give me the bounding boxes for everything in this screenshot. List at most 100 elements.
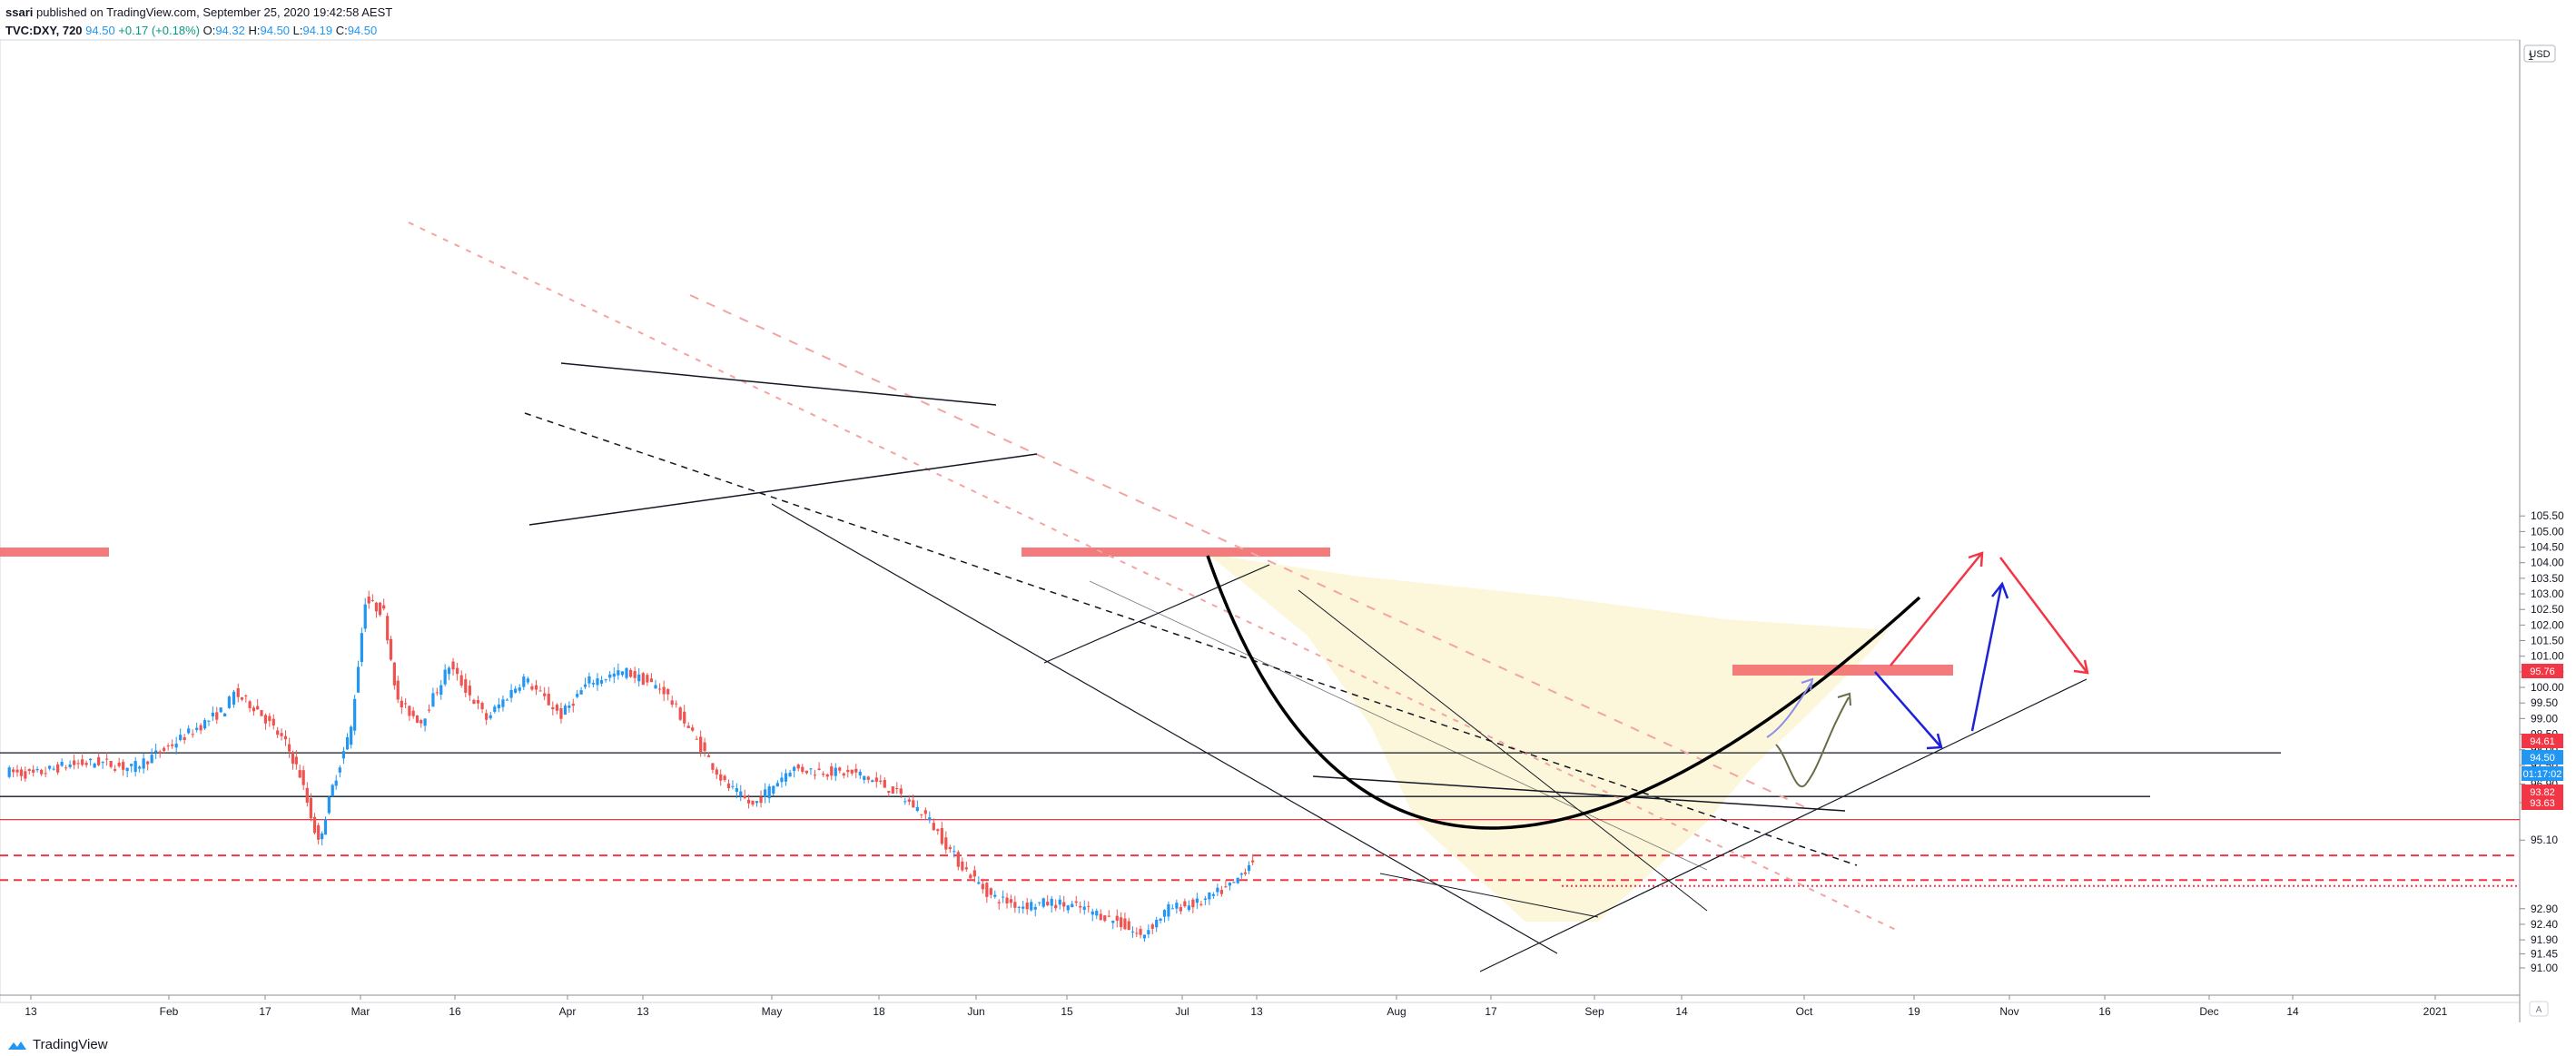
- candle-body: [784, 773, 788, 782]
- candle-body: [415, 715, 419, 723]
- candle-body: [236, 687, 240, 697]
- candle-body: [497, 704, 500, 709]
- candle-body: [1127, 921, 1130, 931]
- candle-body: [122, 762, 125, 770]
- candle-body: [223, 713, 227, 717]
- candle-body: [591, 683, 596, 685]
- candle-body: [298, 770, 301, 778]
- candle-body: [796, 765, 800, 769]
- y-tick-label: 104.00: [2531, 557, 2564, 569]
- candle-body: [321, 833, 324, 840]
- candle-body: [309, 797, 313, 819]
- candle-body: [419, 720, 423, 724]
- candle-body: [923, 810, 927, 814]
- rising-support-line: [1479, 678, 2087, 972]
- candle-body: [1030, 902, 1033, 911]
- price-badge-label: 95.76: [2530, 666, 2555, 677]
- time-axis[interactable]: 13 Feb 17 Mar 16 Apr 13 May 18 Jun 15 Jul 13 Aug 17 Sep…: [25, 995, 2448, 1018]
- candle-body: [587, 676, 591, 684]
- candle-body: [378, 602, 382, 616]
- candle-body: [830, 766, 834, 776]
- cup-curve: [1206, 555, 1921, 830]
- candle-body: [985, 883, 989, 897]
- x-tick-label: 19: [1908, 1005, 1920, 1018]
- candle-body: [489, 715, 492, 719]
- candle-body: [1170, 908, 1174, 910]
- candle-body: [1062, 902, 1066, 907]
- symbol-label[interactable]: TVC:DXY, 720: [5, 24, 83, 37]
- candle-body: [130, 764, 133, 766]
- candle-body: [68, 765, 72, 767]
- candle-body: [443, 669, 447, 685]
- candle-body: [691, 727, 695, 731]
- candle-body: [1179, 907, 1182, 912]
- x-tick-label: Mar: [351, 1005, 370, 1018]
- candle-body: [662, 686, 666, 695]
- candle-body: [1095, 911, 1099, 916]
- candle-body: [936, 829, 940, 832]
- candle-body: [509, 689, 513, 698]
- candle-body: [493, 706, 497, 712]
- candle-body: [1199, 903, 1203, 905]
- candle-body: [822, 774, 825, 775]
- candle-body: [1079, 905, 1082, 908]
- plot-frame: [0, 39, 2521, 1003]
- resistance-zone-right: [1732, 665, 1953, 676]
- candle-body: [263, 715, 268, 724]
- resistance-zone-left: [0, 548, 109, 557]
- candle-body: [404, 703, 408, 705]
- candle-body: [526, 678, 529, 683]
- candle-body: [1054, 904, 1058, 909]
- x-tick-label: 13: [637, 1005, 649, 1018]
- candle-body: [940, 827, 943, 844]
- candle-body: [1103, 915, 1107, 922]
- long-dotted-trendline: [408, 222, 1899, 932]
- candle-body: [317, 824, 321, 840]
- tradingview-brand: TradingView: [33, 1037, 108, 1052]
- candle-body: [899, 788, 903, 794]
- low-label: L:: [292, 24, 303, 37]
- x-tick-label: Apr: [559, 1005, 577, 1018]
- candle-body: [817, 768, 821, 771]
- candle-body: [1139, 929, 1142, 935]
- last-price: 94.50: [85, 24, 115, 37]
- candle-body: [617, 670, 620, 676]
- candle-body: [1251, 860, 1255, 863]
- candle-body: [202, 720, 207, 729]
- scale-top-label: 1: [2528, 52, 2533, 63]
- currency-box[interactable]: [2523, 44, 2556, 63]
- candle-body: [879, 780, 883, 782]
- y-tick-label: 101.00: [2531, 650, 2564, 663]
- candle-body: [608, 674, 612, 678]
- tradingview-footer[interactable]: TradingView: [7, 1037, 108, 1052]
- candle-body: [646, 675, 649, 683]
- x-tick-label: May: [762, 1005, 783, 1018]
- candle-body: [35, 768, 39, 771]
- trend-lines: [408, 222, 2087, 972]
- olive-arrow-head: [1837, 692, 1851, 706]
- x-tick-label: 2021: [2423, 1005, 2448, 1018]
- candle-body: [456, 667, 459, 675]
- candle-body: [775, 783, 779, 787]
- blue-down-arrow-head: [1926, 733, 1943, 750]
- price-badge-label: 01:17:02: [2523, 769, 2562, 780]
- auto-scale-button[interactable]: [2529, 1001, 2549, 1017]
- candle-body: [44, 773, 47, 775]
- candle-body: [912, 800, 915, 808]
- candle-body: [32, 769, 35, 773]
- candle-body: [12, 769, 15, 773]
- candle-body: [735, 788, 738, 793]
- candle-body: [97, 756, 101, 765]
- author-name[interactable]: ssari: [5, 5, 34, 19]
- candle-body: [809, 768, 813, 770]
- candle-body: [1175, 903, 1179, 909]
- candle-body: [1239, 873, 1243, 875]
- x-tick-label: 16: [449, 1005, 461, 1018]
- tradingview-logo-icon: [8, 1041, 26, 1050]
- candle-body: [1050, 898, 1053, 906]
- light-trendline: [1089, 580, 1708, 871]
- candle-body: [472, 699, 476, 705]
- y-tick-label: 103.50: [2531, 572, 2564, 585]
- candle-body: [431, 693, 435, 707]
